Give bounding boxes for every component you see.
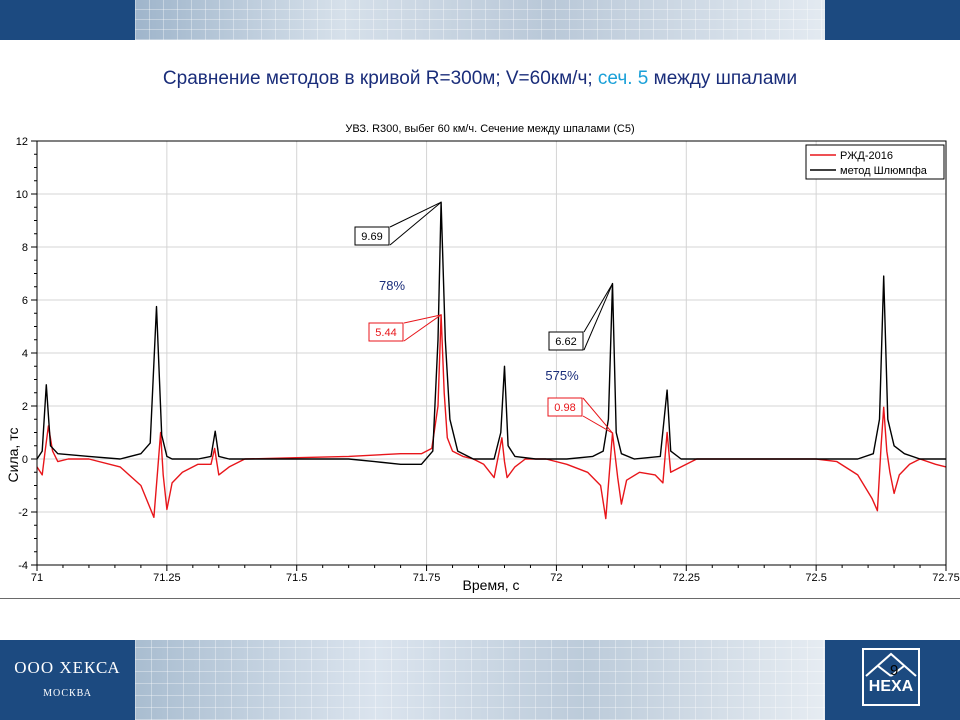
callout-leader: [583, 283, 613, 333]
y-tick-label: 8: [22, 242, 28, 254]
slide-title: Сравнение методов в кривой R=300м; V=60к…: [0, 68, 960, 90]
top-banner-mesh-image: [135, 0, 825, 40]
callout-label: 5.44: [375, 327, 396, 339]
page-number: 9: [890, 662, 899, 679]
x-tick-label: 72: [550, 572, 562, 584]
y-tick-label: 2: [22, 401, 28, 413]
slide-title-highlight: сеч. 5: [597, 68, 649, 89]
bottom-banner-mesh-image: [135, 640, 825, 720]
callout-leader: [389, 201, 442, 228]
force-time-chart: УВЗ. R300, выбег 60 км/ч. Сечение между …: [5, 123, 960, 593]
footer-divider: [0, 598, 960, 599]
y-tick-label: -4: [18, 560, 28, 572]
y-tick-label: 4: [22, 348, 28, 360]
callout-label: 0.98: [554, 402, 575, 414]
top-banner: [0, 0, 960, 40]
y-tick-label: 12: [16, 136, 28, 148]
bottom-banner: [0, 640, 960, 720]
x-tick-label: 71: [31, 572, 43, 584]
logo-text: HEXA: [868, 678, 914, 695]
ratio-label: 78%: [379, 278, 405, 293]
x-axis-label: Время, с: [463, 577, 520, 593]
ratio-label: 575%: [545, 368, 579, 383]
y-axis-label: Сила, тс: [5, 428, 21, 483]
company-city: МОСКВА: [43, 688, 92, 699]
slide-title-suffix: между шпалами: [648, 68, 798, 89]
company-block: ООО ХЕКСА МОСКВА: [0, 658, 135, 699]
callout-label: 9.69: [361, 231, 382, 243]
callout-leader: [403, 314, 442, 342]
x-tick-label: 71.75: [413, 572, 441, 584]
callout-box: [368, 322, 404, 342]
hexa-logo: HEXA: [862, 648, 920, 706]
callout-leader: [403, 314, 442, 324]
legend-label: РЖД-2016: [840, 150, 893, 162]
y-tick-label: 10: [16, 189, 28, 201]
chart-legend: [805, 144, 945, 180]
x-tick-label: 72.5: [805, 572, 826, 584]
callout-box: [548, 331, 584, 351]
x-tick-label: 71.5: [286, 572, 307, 584]
legend-label: метод Шлюмпфа: [840, 165, 928, 177]
plot-frame: [36, 140, 947, 566]
x-tick-label: 72.75: [932, 572, 960, 584]
callout-box: [354, 226, 390, 246]
company-name: ООО ХЕКСА: [14, 658, 121, 677]
y-tick-label: 6: [22, 295, 28, 307]
series-line-rzhd: [36, 314, 947, 520]
logo-mark-icon: [865, 652, 917, 677]
callout-leader: [582, 415, 613, 434]
callout-label: 6.62: [555, 336, 576, 348]
chart-title: УВЗ. R300, выбег 60 км/ч. Сечение между …: [345, 123, 634, 135]
y-tick-label: 0: [22, 454, 28, 466]
callout-leader: [582, 397, 613, 434]
x-tick-label: 71.25: [153, 572, 181, 584]
series-line-schlumpf: [36, 201, 946, 465]
chart-panel: УВЗ. R300, выбег 60 км/ч. Сечение между …: [0, 115, 960, 600]
x-tick-label: 72.25: [673, 572, 701, 584]
callout-leader: [389, 201, 442, 246]
y-tick-label: -2: [18, 507, 28, 519]
slide-title-prefix: Сравнение методов в кривой R=300м; V=60к…: [162, 68, 598, 89]
callout-box: [547, 397, 583, 417]
callout-leader: [583, 283, 613, 351]
